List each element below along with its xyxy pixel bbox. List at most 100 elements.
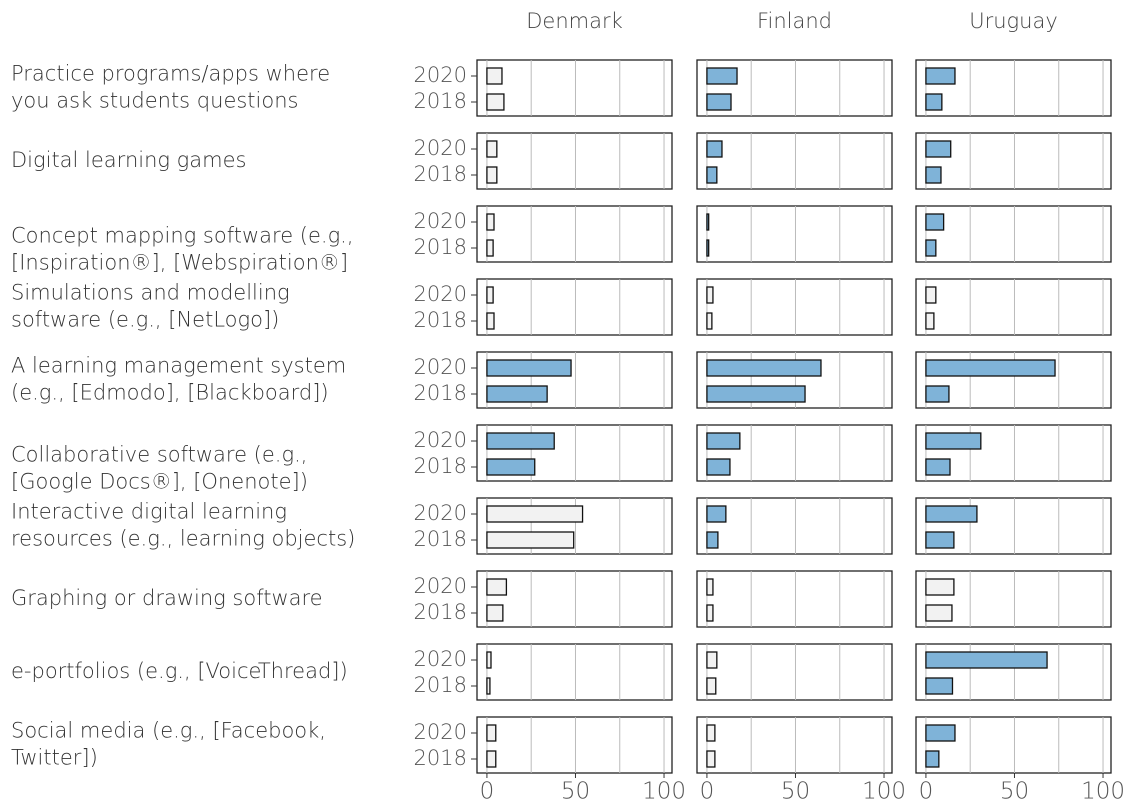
year-label: 2018 bbox=[414, 162, 467, 186]
category-label: Interactive digital learning bbox=[11, 500, 287, 524]
bar bbox=[925, 385, 950, 403]
bar bbox=[486, 286, 494, 304]
x-tick-label: 100 bbox=[642, 779, 686, 805]
bar bbox=[925, 239, 937, 257]
bar bbox=[706, 140, 723, 158]
x-tick-label: 0 bbox=[700, 779, 715, 805]
category-label: e-portfolios (e.g., [VoiceThread]) bbox=[11, 659, 348, 683]
panel-box bbox=[696, 278, 893, 336]
category-label: software (e.g., [NetLogo]) bbox=[11, 308, 279, 332]
category-label: [Google Docs®], [Onenote]) bbox=[11, 470, 308, 494]
bar bbox=[925, 578, 955, 596]
year-label: 2018 bbox=[414, 381, 467, 405]
year-label: 2020 bbox=[414, 428, 467, 452]
bar bbox=[706, 359, 822, 377]
bar bbox=[486, 458, 536, 476]
panel-box bbox=[915, 205, 1112, 263]
category-label: (e.g., [Edmodo], [Blackboard]) bbox=[11, 381, 329, 405]
bar bbox=[925, 458, 951, 476]
panel-box bbox=[476, 59, 673, 117]
bar bbox=[486, 166, 498, 184]
bar bbox=[486, 213, 495, 231]
panel-box bbox=[696, 132, 893, 190]
x-tick-label: 0 bbox=[919, 779, 934, 805]
bar bbox=[486, 140, 498, 158]
bar bbox=[925, 213, 945, 231]
bar bbox=[925, 604, 953, 622]
year-label: 2020 bbox=[414, 209, 467, 233]
bar bbox=[706, 213, 710, 231]
bar bbox=[706, 724, 716, 742]
bar bbox=[925, 531, 955, 549]
panel-box bbox=[476, 716, 673, 774]
bar bbox=[925, 359, 1056, 377]
year-label: 2018 bbox=[414, 527, 467, 551]
year-label: 2018 bbox=[414, 600, 467, 624]
bar bbox=[925, 750, 940, 768]
bar bbox=[925, 140, 952, 158]
bar bbox=[486, 750, 497, 768]
x-tick-label: 100 bbox=[862, 779, 906, 805]
bar bbox=[925, 93, 943, 111]
bar bbox=[925, 677, 954, 695]
bar bbox=[706, 166, 718, 184]
panel-box bbox=[696, 205, 893, 263]
category-label: Practice programs/apps where bbox=[11, 62, 330, 86]
year-label: 2018 bbox=[414, 308, 467, 332]
bar bbox=[486, 432, 555, 450]
panel-title: Denmark bbox=[526, 9, 623, 33]
year-label: 2020 bbox=[414, 282, 467, 306]
year-label: 2018 bbox=[414, 235, 467, 259]
panel-box bbox=[476, 570, 673, 628]
category-label: Graphing or drawing software bbox=[11, 586, 323, 610]
year-label: 2020 bbox=[414, 63, 467, 87]
category-label: [Inspiration®], [Webspiration®] bbox=[11, 251, 348, 275]
x-tick-label: 100 bbox=[1081, 779, 1125, 805]
bar bbox=[706, 67, 738, 85]
category-label: Collaborative software (e.g., bbox=[11, 443, 307, 467]
panel-title: Uruguay bbox=[969, 9, 1058, 33]
year-label: 2020 bbox=[414, 501, 467, 525]
panel-box bbox=[476, 132, 673, 190]
bar bbox=[925, 505, 978, 523]
bar bbox=[486, 724, 497, 742]
x-tick-label: 50 bbox=[781, 779, 810, 805]
bar bbox=[486, 239, 494, 257]
bar bbox=[706, 239, 710, 257]
year-label: 2020 bbox=[414, 355, 467, 379]
year-label: 2018 bbox=[414, 454, 467, 478]
bar bbox=[706, 677, 717, 695]
bar bbox=[706, 578, 714, 596]
bar bbox=[706, 93, 732, 111]
x-tick-label: 0 bbox=[480, 779, 495, 805]
bar bbox=[925, 724, 956, 742]
bar bbox=[706, 505, 727, 523]
bar bbox=[925, 67, 956, 85]
bar bbox=[706, 458, 731, 476]
year-label: 2020 bbox=[414, 720, 467, 744]
x-tick-label: 50 bbox=[1000, 779, 1029, 805]
bar bbox=[706, 604, 714, 622]
bar bbox=[486, 604, 504, 622]
bar bbox=[486, 359, 572, 377]
panel-box bbox=[915, 278, 1112, 336]
bar bbox=[925, 432, 982, 450]
panel-box bbox=[476, 278, 673, 336]
bar bbox=[706, 286, 714, 304]
bar bbox=[925, 651, 1048, 669]
bar bbox=[486, 531, 575, 549]
bar bbox=[706, 651, 718, 669]
bar bbox=[486, 312, 495, 330]
bar bbox=[486, 67, 503, 85]
category-label: resources (e.g., learning objects) bbox=[11, 527, 355, 551]
year-label: 2018 bbox=[414, 89, 467, 113]
panel-title: Finland bbox=[757, 9, 832, 33]
category-label: Simulations and modelling bbox=[11, 281, 290, 305]
year-label: 2018 bbox=[414, 673, 467, 697]
bar bbox=[486, 677, 491, 695]
bar bbox=[706, 385, 806, 403]
category-label: Digital learning games bbox=[11, 148, 246, 172]
bar bbox=[706, 312, 713, 330]
category-label: Concept mapping software (e.g., bbox=[11, 224, 354, 248]
